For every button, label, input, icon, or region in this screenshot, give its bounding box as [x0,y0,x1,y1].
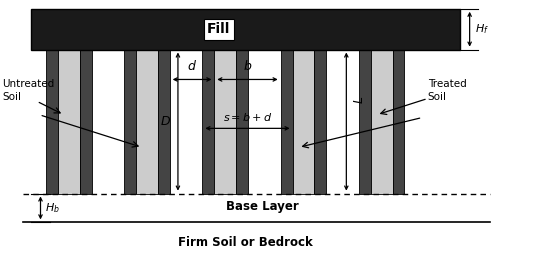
Bar [136,50,158,194]
Text: $b$: $b$ [243,59,252,73]
Bar [314,50,327,194]
Text: $H_b$: $H_b$ [45,201,60,215]
Bar [124,50,136,194]
Text: Untreated
Soil: Untreated Soil [3,79,55,102]
Text: $H_f$: $H_f$ [475,22,489,36]
Bar [393,50,405,194]
Bar [215,50,236,194]
Bar [203,50,215,194]
Bar [236,50,248,194]
Text: Treated
Soil: Treated Soil [428,79,467,102]
Bar [281,50,293,194]
Bar [31,9,460,50]
Bar [359,50,371,194]
Bar [371,50,393,194]
Bar [293,50,314,194]
Text: $d$: $d$ [187,59,197,73]
Text: Firm Soil or Bedrock: Firm Soil or Bedrock [179,236,313,250]
Text: Fill: Fill [207,22,230,36]
Text: $L$: $L$ [353,96,366,104]
Text: Base Layer: Base Layer [225,200,299,213]
Bar [58,50,80,194]
Bar [158,50,170,194]
Bar [80,50,92,194]
Text: $s=b+d$: $s=b+d$ [223,111,272,123]
Text: $D$: $D$ [161,115,171,128]
Bar [46,50,58,194]
